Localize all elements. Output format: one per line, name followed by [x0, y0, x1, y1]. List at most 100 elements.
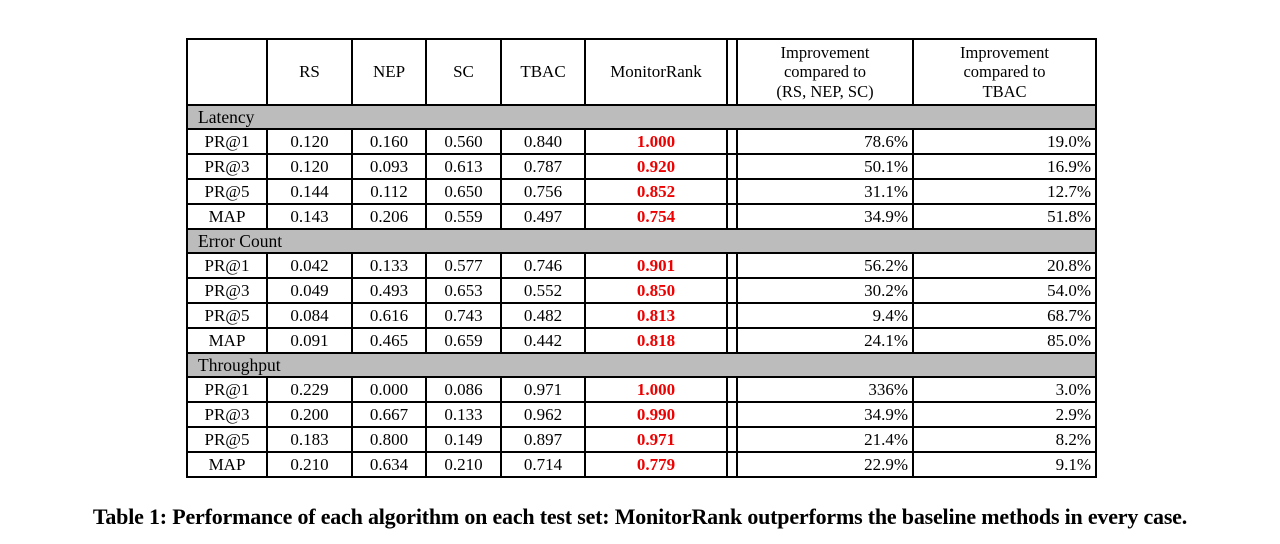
table-row: PR@1 0.120 0.160 0.560 0.840 1.000 78.6%… [186, 128, 1097, 155]
gap-cell [726, 38, 738, 106]
gap-cell [726, 178, 738, 205]
improvement-value: 85.0% [912, 327, 1097, 354]
value-cell: 0.840 [500, 128, 586, 155]
improvement-value: 56.2% [736, 252, 914, 279]
improvement-value: 34.9% [736, 401, 914, 428]
col-header-tbac: TBAC [500, 38, 586, 106]
monitorrank-value: 1.000 [584, 128, 728, 155]
value-cell: 0.559 [425, 203, 502, 230]
value-cell: 0.183 [266, 426, 353, 453]
header-line: compared to [963, 62, 1046, 82]
improvement-value: 68.7% [912, 302, 1097, 329]
value-cell: 0.210 [266, 451, 353, 478]
value-cell: 0.210 [425, 451, 502, 478]
gap-cell [726, 153, 738, 180]
header-row: RS NEP SC TBAC MonitorRank Improvement c… [186, 38, 1097, 106]
value-cell: 0.667 [351, 401, 427, 428]
value-cell: 0.650 [425, 178, 502, 205]
value-cell: 0.482 [500, 302, 586, 329]
metric-label: MAP [186, 203, 268, 230]
improvement-value: 8.2% [912, 426, 1097, 453]
metric-label: PR@5 [186, 178, 268, 205]
value-cell: 0.133 [351, 252, 427, 279]
value-cell: 0.149 [425, 426, 502, 453]
value-cell: 0.206 [351, 203, 427, 230]
metric-label: PR@5 [186, 426, 268, 453]
section-header-latency: Latency [186, 104, 1097, 130]
value-cell: 0.560 [425, 128, 502, 155]
monitorrank-value: 0.920 [584, 153, 728, 180]
monitorrank-value: 0.779 [584, 451, 728, 478]
value-cell: 0.659 [425, 327, 502, 354]
monitorrank-value: 0.901 [584, 252, 728, 279]
table-row: MAP 0.091 0.465 0.659 0.442 0.818 24.1% … [186, 327, 1097, 354]
col-header-sc: SC [425, 38, 502, 106]
value-cell: 0.971 [500, 376, 586, 403]
section-label: Latency [186, 104, 1097, 130]
col-header-improvement-tbac: Improvement compared to TBAC [912, 38, 1097, 106]
section-header-error-count: Error Count [186, 228, 1097, 254]
value-cell: 0.714 [500, 451, 586, 478]
section-label: Throughput [186, 352, 1097, 378]
corner-cell [186, 38, 268, 106]
header-line: Improvement [780, 42, 870, 62]
header-line: Improvement [960, 42, 1049, 62]
value-cell: 0.144 [266, 178, 353, 205]
monitorrank-value: 0.852 [584, 178, 728, 205]
value-cell: 0.497 [500, 203, 586, 230]
table-caption: Table 1: Performance of each algorithm o… [92, 504, 1188, 529]
value-cell: 0.465 [351, 327, 427, 354]
monitorrank-value: 0.813 [584, 302, 728, 329]
monitorrank-value: 0.754 [584, 203, 728, 230]
value-cell: 0.743 [425, 302, 502, 329]
value-cell: 0.112 [351, 178, 427, 205]
monitorrank-value: 0.850 [584, 277, 728, 304]
table-row: MAP 0.143 0.206 0.559 0.497 0.754 34.9% … [186, 203, 1097, 230]
improvement-value: 22.9% [736, 451, 914, 478]
metric-label: PR@5 [186, 302, 268, 329]
table-row: PR@5 0.183 0.800 0.149 0.897 0.971 21.4%… [186, 426, 1097, 453]
value-cell: 0.577 [425, 252, 502, 279]
table-row: PR@1 0.229 0.000 0.086 0.971 1.000 336% … [186, 376, 1097, 403]
gap-cell [726, 401, 738, 428]
metric-label: PR@3 [186, 277, 268, 304]
value-cell: 0.962 [500, 401, 586, 428]
table-row: PR@3 0.049 0.493 0.653 0.552 0.850 30.2%… [186, 277, 1097, 304]
value-cell: 0.120 [266, 128, 353, 155]
value-cell: 0.133 [425, 401, 502, 428]
improvement-value: 9.4% [736, 302, 914, 329]
section-label: Error Count [186, 228, 1097, 254]
monitorrank-value: 0.971 [584, 426, 728, 453]
value-cell: 0.049 [266, 277, 353, 304]
metric-label: PR@3 [186, 401, 268, 428]
value-cell: 0.552 [500, 277, 586, 304]
value-cell: 0.229 [266, 376, 353, 403]
gap-cell [726, 128, 738, 155]
value-cell: 0.613 [425, 153, 502, 180]
improvement-value: 21.4% [736, 426, 914, 453]
value-cell: 0.756 [500, 178, 586, 205]
value-cell: 0.200 [266, 401, 353, 428]
improvement-value: 78.6% [736, 128, 914, 155]
table-row: MAP 0.210 0.634 0.210 0.714 0.779 22.9% … [186, 451, 1097, 478]
improvement-value: 3.0% [912, 376, 1097, 403]
improvement-value: 24.1% [736, 327, 914, 354]
table-row: PR@5 0.144 0.112 0.650 0.756 0.852 31.1%… [186, 178, 1097, 205]
value-cell: 0.091 [266, 327, 353, 354]
improvement-value: 336% [736, 376, 914, 403]
improvement-value: 12.7% [912, 178, 1097, 205]
col-header-nep: NEP [351, 38, 427, 106]
gap-cell [726, 327, 738, 354]
value-cell: 0.616 [351, 302, 427, 329]
improvement-value: 31.1% [736, 178, 914, 205]
col-header-rs: RS [266, 38, 353, 106]
value-cell: 0.143 [266, 203, 353, 230]
gap-cell [726, 376, 738, 403]
improvement-value: 34.9% [736, 203, 914, 230]
value-cell: 0.084 [266, 302, 353, 329]
improvement-value: 19.0% [912, 128, 1097, 155]
monitorrank-value: 0.818 [584, 327, 728, 354]
metric-label: PR@1 [186, 128, 268, 155]
gap-cell [726, 277, 738, 304]
